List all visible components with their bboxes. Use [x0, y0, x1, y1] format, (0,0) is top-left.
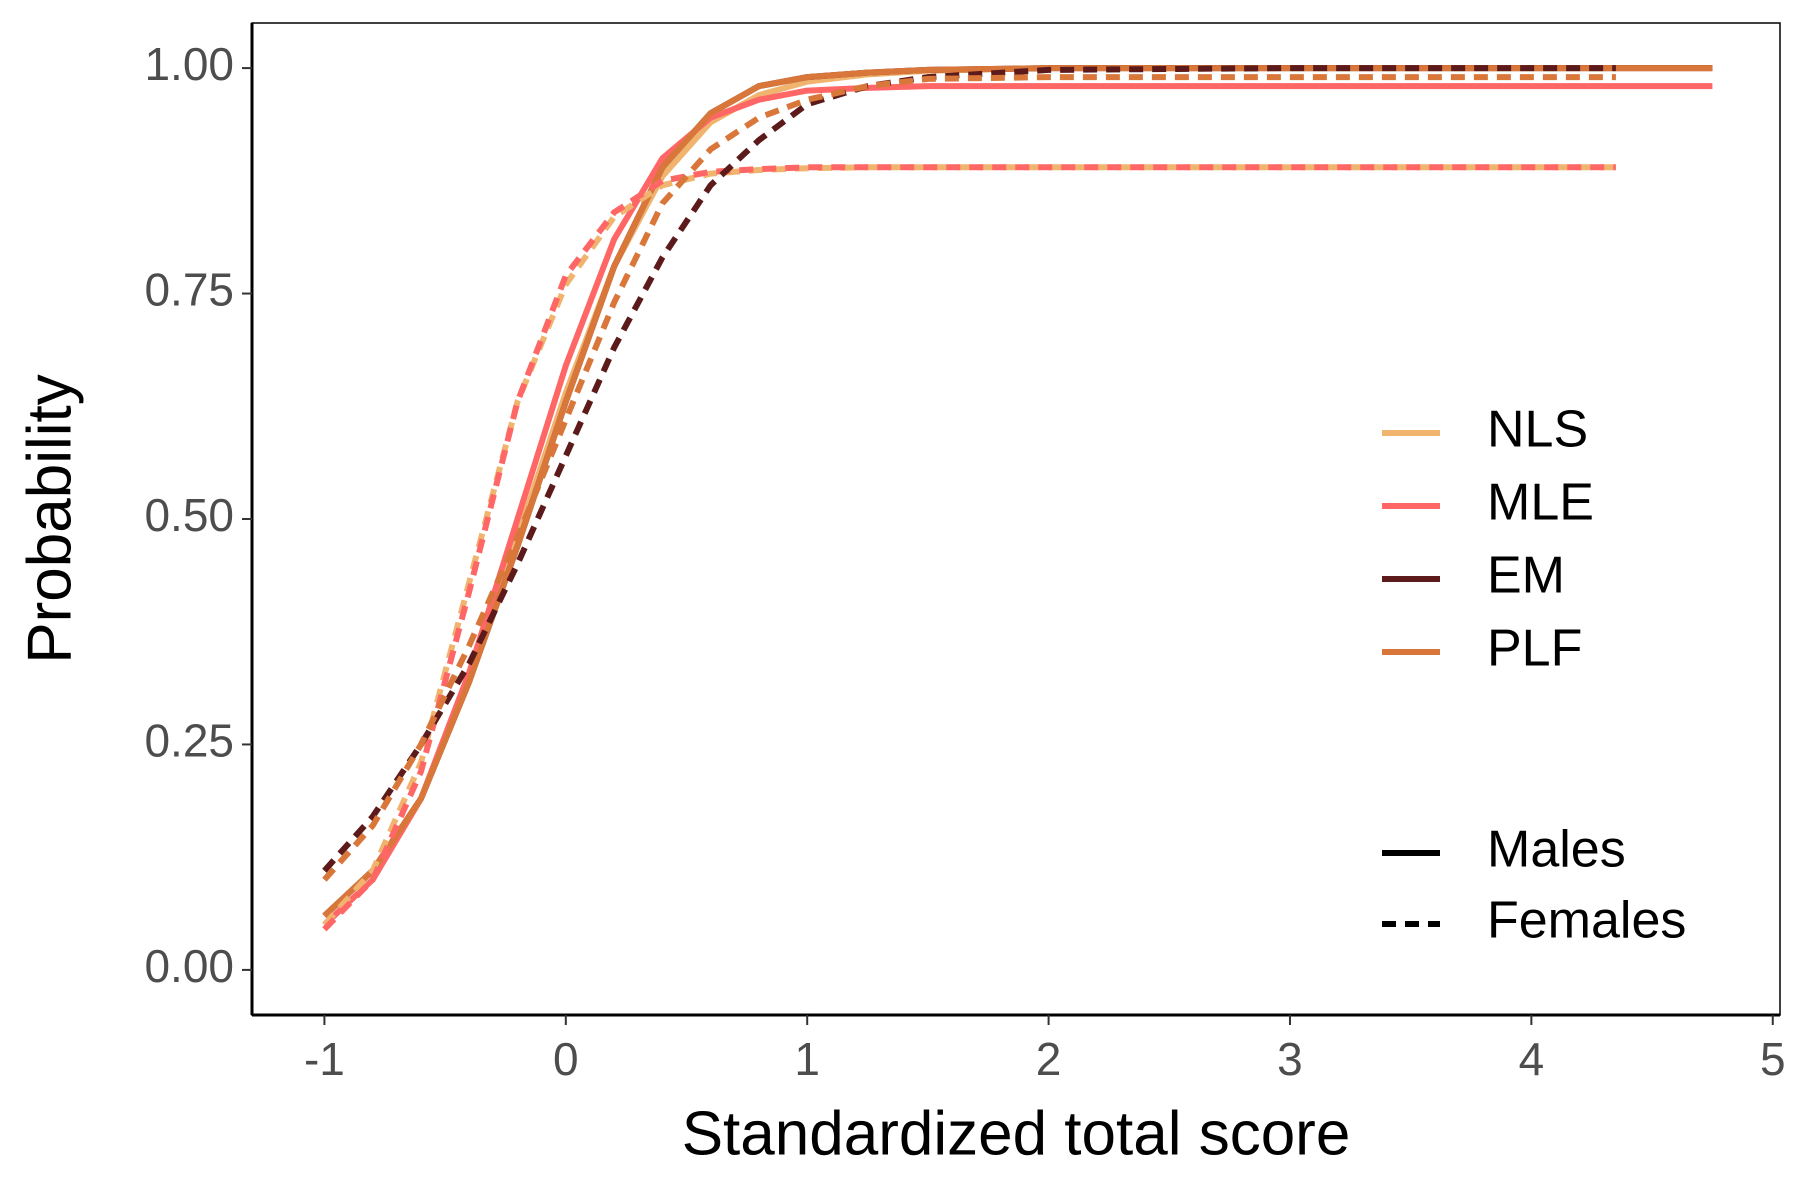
y-tick-label: 1.00 [144, 38, 234, 90]
legend-label: NLS [1487, 401, 1588, 459]
x-tick-label: 4 [1519, 1033, 1545, 1085]
x-tick-label: -1 [304, 1033, 345, 1085]
x-axis-title: Standardized total score [682, 1099, 1351, 1168]
y-tick-label: 0.75 [144, 264, 234, 316]
legend-label: EM [1487, 547, 1565, 605]
series-line [322, 164, 1616, 932]
y-tick-label: 0.25 [144, 715, 234, 767]
x-tick-label: 3 [1277, 1033, 1303, 1085]
x-tick-label: 1 [794, 1033, 820, 1085]
legend-label: PLF [1487, 620, 1582, 678]
series-line [322, 65, 1713, 918]
x-tick-label: 5 [1760, 1033, 1786, 1085]
legend-label: MLE [1487, 474, 1594, 532]
x-tick-label: 0 [553, 1033, 579, 1085]
y-axis-title: Probability [15, 374, 84, 663]
series-line [322, 164, 1616, 927]
series-line [322, 65, 1616, 873]
x-tick-label: 2 [1036, 1033, 1062, 1085]
y-tick-label: 0.00 [144, 940, 234, 992]
y-tick-label: 0.50 [144, 489, 234, 541]
series-line [322, 74, 1616, 882]
legend-label: Males [1487, 821, 1626, 879]
legend-label: Females [1487, 892, 1686, 950]
